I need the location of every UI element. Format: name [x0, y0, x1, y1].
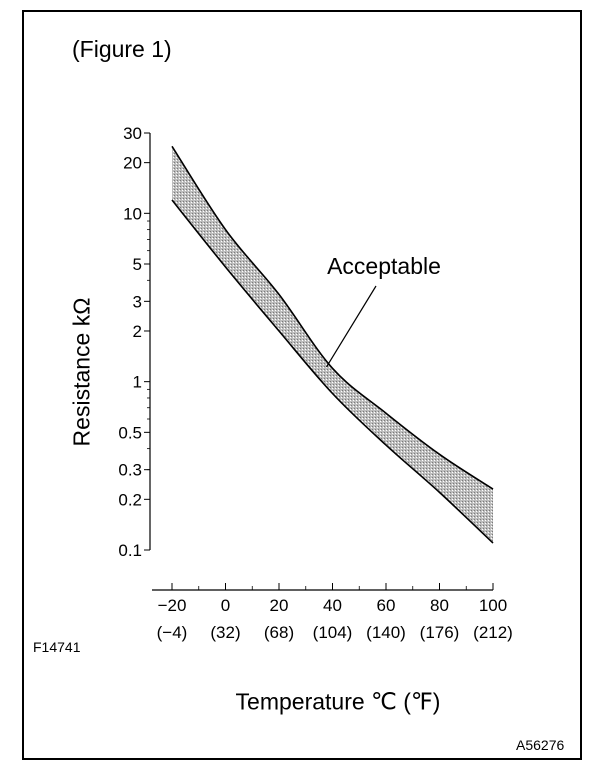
x-axis-label: Temperature ℃ (℉)	[235, 688, 441, 715]
reference-code-right: A56276	[516, 737, 565, 753]
upper-limit-curve	[171, 145, 494, 490]
y-tick-label: 2	[133, 322, 142, 341]
x-tick-label: 0	[221, 596, 230, 615]
y-tick-label: 3	[133, 292, 142, 311]
x-tick-label: −20	[158, 596, 187, 615]
x-tick-label-fahrenheit: (176)	[420, 623, 460, 642]
x-tick-label-fahrenheit: (68)	[264, 623, 294, 642]
y-tick-label: 5	[133, 255, 142, 274]
y-tick-label: 30	[123, 124, 142, 143]
y-tick-label: 1	[133, 373, 142, 392]
acceptable-band	[172, 146, 493, 544]
y-tick-label: 10	[123, 204, 142, 223]
reference-code-left: F14741	[33, 639, 81, 655]
x-tick-label: 60	[377, 596, 396, 615]
x-tick-label-fahrenheit: (140)	[366, 623, 406, 642]
x-tick-label: 100	[479, 596, 507, 615]
y-tick-label: 0.2	[118, 490, 142, 509]
x-tick-label-fahrenheit: (212)	[473, 623, 513, 642]
y-tick-label: 0.3	[118, 461, 142, 480]
x-tick-label: 20	[270, 596, 289, 615]
y-tick-label: 20	[123, 154, 142, 173]
acceptable-leader-line	[325, 285, 377, 368]
y-tick-label: 0.1	[118, 541, 142, 560]
x-tick-label-fahrenheit: (104)	[313, 623, 353, 642]
chart-marks	[171, 145, 494, 544]
chart-axes	[144, 132, 494, 591]
x-tick-label-fahrenheit: (−4)	[157, 623, 188, 642]
chart-tick-labels: 0.1 0.2 0.3 0.5 1 2 3 5 10 20 30 −20 (−4) 0 (32) 20 (68)…	[118, 124, 512, 642]
x-tick-label: 40	[323, 596, 342, 615]
y-tick-label: 0.5	[118, 423, 142, 442]
lower-limit-curve	[171, 199, 494, 544]
x-tick-label-fahrenheit: (32)	[210, 623, 240, 642]
figure-label: (Figure 1)	[72, 36, 172, 62]
x-tick-label: 80	[430, 596, 449, 615]
acceptable-annotation: Acceptable	[327, 253, 441, 279]
figure-frame	[22, 10, 582, 760]
